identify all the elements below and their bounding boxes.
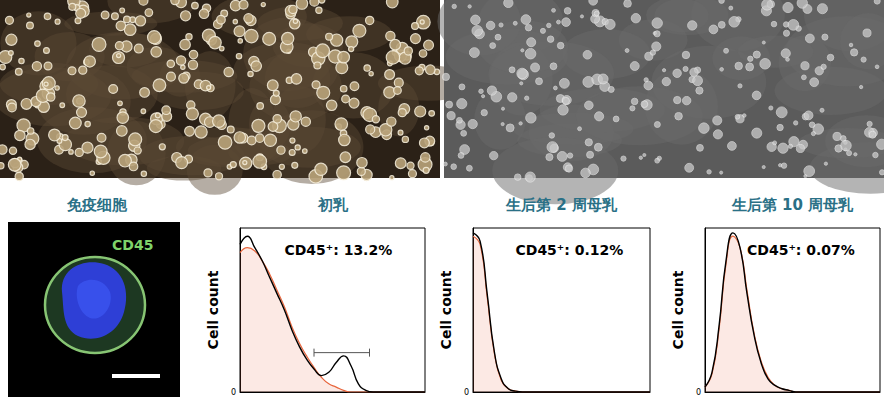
svg-text:CD45⁺: 0.07%: CD45⁺: 0.07% xyxy=(747,242,855,258)
svg-text:初乳: 初乳 xyxy=(317,196,349,214)
svg-text:0: 0 xyxy=(696,388,701,397)
svg-text:免疫细胞: 免疫细胞 xyxy=(66,196,128,214)
svg-text:Cell count: Cell count xyxy=(438,270,454,349)
svg-text:生后第 10 周母乳: 生后第 10 周母乳 xyxy=(731,196,854,214)
svg-text:生后第 2 周母乳: 生后第 2 周母乳 xyxy=(505,196,618,214)
svg-text:Cell count: Cell count xyxy=(205,270,221,349)
svg-text:CD45⁺: 13.2%: CD45⁺: 13.2% xyxy=(284,242,392,258)
svg-text:CD45: CD45 xyxy=(112,237,153,253)
svg-text:CD45⁺: 0.12%: CD45⁺: 0.12% xyxy=(515,242,623,258)
svg-text:0: 0 xyxy=(464,388,469,397)
svg-text:Cell count: Cell count xyxy=(670,270,686,349)
svg-text:0: 0 xyxy=(231,388,236,397)
